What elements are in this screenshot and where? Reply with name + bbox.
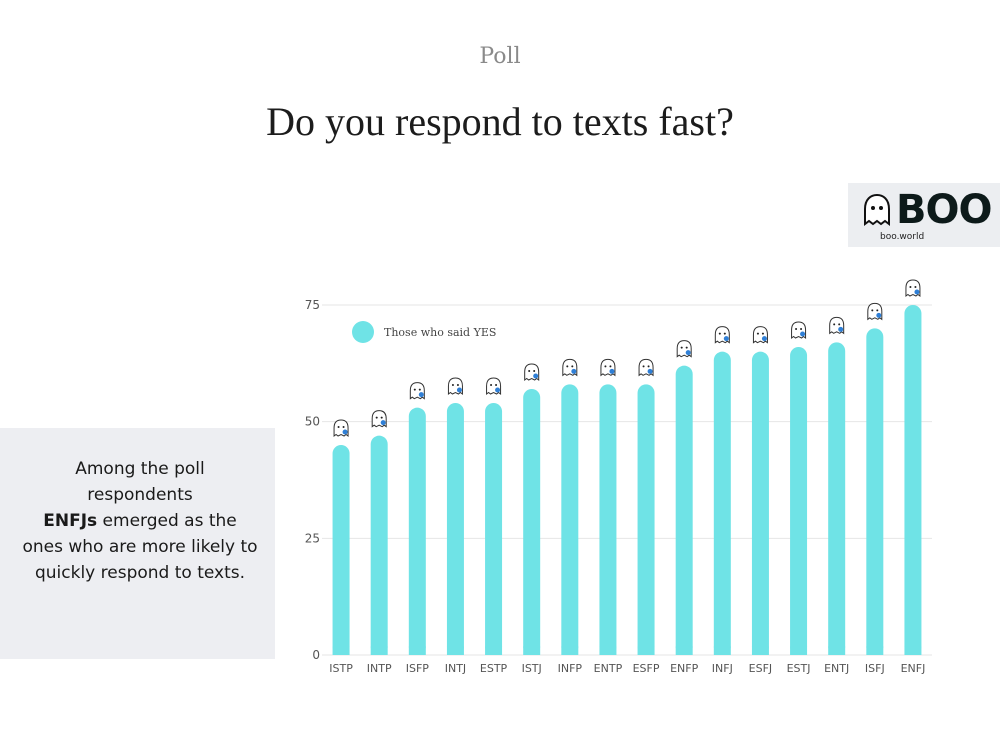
ghost-icon bbox=[409, 382, 425, 400]
legend-swatch bbox=[352, 321, 374, 343]
bar-estp[interactable] bbox=[485, 403, 503, 655]
y-tick-label: 0 bbox=[312, 648, 320, 662]
x-tick-label: ENFJ bbox=[901, 662, 926, 675]
x-tick-label: INFJ bbox=[712, 662, 733, 675]
y-tick-label: 25 bbox=[305, 531, 320, 545]
bar-base bbox=[904, 646, 922, 655]
x-tick-label: ISFP bbox=[406, 662, 430, 675]
bar-isfj[interactable] bbox=[866, 328, 884, 655]
ghost-icon bbox=[638, 358, 654, 377]
bar-base bbox=[828, 646, 846, 655]
ghost-icon bbox=[371, 410, 387, 428]
summary-text: Among the poll respondents ENFJs emerged… bbox=[22, 456, 258, 586]
x-tick-label: ESFP bbox=[633, 662, 660, 675]
x-tick-label: INTJ bbox=[445, 662, 466, 675]
page-title: Do you respond to texts fast? bbox=[266, 99, 734, 144]
bar-intj[interactable] bbox=[446, 403, 464, 655]
x-tick-label: ISTP bbox=[329, 662, 353, 675]
bar-base bbox=[599, 646, 617, 655]
bar-base bbox=[713, 646, 731, 655]
poll-kicker: Poll bbox=[479, 44, 521, 69]
ghost-icon bbox=[447, 377, 463, 395]
brand-site: boo.world bbox=[880, 232, 925, 242]
legend-label: Those who said YES bbox=[384, 326, 496, 339]
bar-isfp[interactable] bbox=[408, 407, 426, 655]
bar-entp[interactable] bbox=[599, 384, 617, 655]
bar-istp[interactable] bbox=[332, 445, 350, 655]
bar-esfp[interactable] bbox=[637, 384, 655, 655]
bar-base bbox=[446, 646, 464, 655]
bar-base bbox=[408, 646, 426, 655]
x-tick-label: ESFJ bbox=[749, 662, 773, 675]
x-tick-label: ENFP bbox=[670, 662, 699, 675]
bar-base bbox=[561, 646, 579, 655]
ghost-icon bbox=[714, 326, 730, 344]
x-tick-label: INTP bbox=[367, 662, 392, 675]
bar-base bbox=[675, 646, 693, 655]
x-tick-label: ESTP bbox=[480, 662, 508, 675]
x-tick-label: ISFJ bbox=[865, 662, 885, 675]
bar-intp[interactable] bbox=[370, 435, 388, 655]
ghost-icon bbox=[486, 377, 502, 395]
ghost-icon bbox=[676, 340, 692, 358]
ghost-icon bbox=[864, 193, 890, 226]
bar-base bbox=[637, 646, 655, 655]
bar-infj[interactable] bbox=[713, 351, 731, 655]
x-tick-label: INFP bbox=[558, 662, 583, 675]
x-tick-label: ENTP bbox=[594, 662, 623, 675]
summary-highlight: ENFJs bbox=[43, 511, 98, 531]
bar-enfj[interactable] bbox=[904, 305, 922, 655]
bar-base bbox=[751, 646, 769, 655]
x-tick-label: ISTJ bbox=[522, 662, 542, 675]
ghost-icon bbox=[600, 358, 616, 377]
x-tick-label: ESTJ bbox=[787, 662, 811, 675]
ghost-icon bbox=[524, 363, 540, 381]
summary-note: Among the poll respondents ENFJs emerged… bbox=[0, 428, 275, 659]
ghost-icon bbox=[791, 321, 807, 339]
ghost-icon bbox=[562, 358, 578, 377]
brand-logo[interactable]: BOO boo.world bbox=[848, 183, 1000, 247]
bar-estj[interactable] bbox=[790, 347, 808, 655]
bar-base bbox=[332, 646, 350, 655]
ghost-icon bbox=[905, 279, 921, 297]
ghost-icon bbox=[752, 326, 768, 344]
brand-name: BOO bbox=[896, 187, 992, 233]
bar-esfj[interactable] bbox=[751, 351, 769, 655]
bar-base bbox=[485, 646, 503, 655]
bar-entj[interactable] bbox=[828, 342, 846, 655]
x-tick-label: ENTJ bbox=[824, 662, 849, 675]
y-tick-label: 50 bbox=[305, 415, 320, 429]
bar-base bbox=[523, 646, 541, 655]
bar-base bbox=[370, 646, 388, 655]
bar-base bbox=[790, 646, 808, 655]
y-tick-label: 75 bbox=[305, 298, 320, 312]
bar-infp[interactable] bbox=[561, 384, 579, 655]
ghost-icon bbox=[867, 302, 883, 321]
ghost-icon bbox=[333, 419, 349, 437]
summary-start: Among the poll respondents bbox=[75, 459, 205, 505]
ghost-icon bbox=[829, 316, 845, 335]
bar-enfp[interactable] bbox=[675, 365, 693, 655]
bar-istj[interactable] bbox=[523, 389, 541, 655]
bar-base bbox=[866, 646, 884, 655]
summary-end: emerged as the ones who are more likely … bbox=[22, 511, 258, 583]
